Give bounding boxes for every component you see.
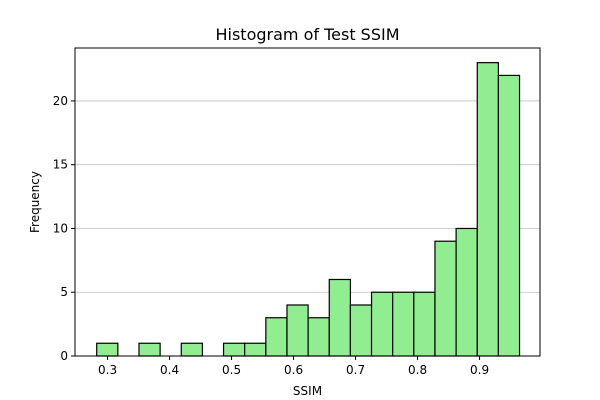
x-tick-label: 0.9 xyxy=(470,363,489,377)
histogram-bar xyxy=(96,342,119,357)
plot-frame xyxy=(74,47,541,357)
x-tick-label: 0.7 xyxy=(346,363,365,377)
histogram-bar xyxy=(434,240,457,357)
histogram-bar xyxy=(265,317,288,357)
histogram-bar xyxy=(392,291,415,357)
histogram-bar xyxy=(455,227,478,357)
chart-title: Histogram of Test SSIM xyxy=(215,25,399,44)
histogram-bar xyxy=(370,291,394,357)
y-tick-label: 15 xyxy=(53,158,68,172)
x-tick-label: 0.8 xyxy=(408,363,427,377)
histogram-bar xyxy=(328,278,352,357)
histogram-bar xyxy=(222,342,246,357)
x-tick-label: 0.4 xyxy=(160,363,179,377)
x-tick-label: 0.6 xyxy=(284,363,303,377)
x-axis-ticks: 0.3 0.4 0.5 0.6 0.7 0.8 0.9 xyxy=(98,356,489,377)
histogram-bar xyxy=(497,74,521,357)
histogram-bar xyxy=(476,62,499,357)
histogram-bar xyxy=(180,342,204,357)
histogram-bar xyxy=(244,342,267,357)
x-axis-label: SSIM xyxy=(293,384,322,398)
y-tick-label: 10 xyxy=(53,221,68,235)
histogram-bar xyxy=(413,291,436,357)
y-tick-label: 0 xyxy=(60,349,68,363)
histogram-bar xyxy=(307,317,330,357)
y-tick-label: 20 xyxy=(53,94,68,108)
histogram-bar xyxy=(138,342,161,357)
x-tick-label: 0.5 xyxy=(222,363,241,377)
histogram-bar xyxy=(286,304,309,357)
x-tick-label: 0.3 xyxy=(98,363,117,377)
y-axis-label: Frequency xyxy=(28,171,42,233)
histogram-bar xyxy=(349,304,373,357)
y-axis-ticks: 0 5 10 15 20 xyxy=(53,94,75,363)
y-tick-label: 5 xyxy=(60,285,68,299)
histogram-bars xyxy=(96,62,521,357)
